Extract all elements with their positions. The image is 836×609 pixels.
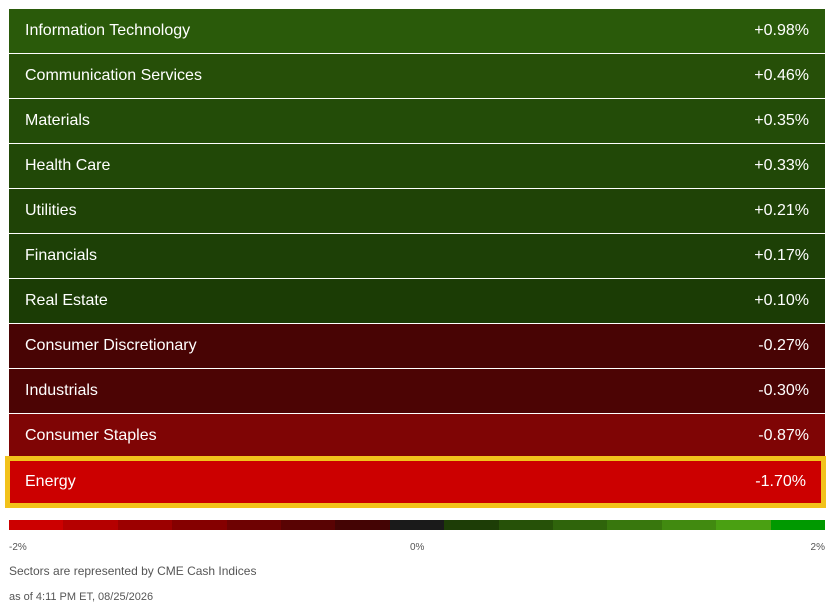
sector-name: Consumer Discretionary xyxy=(25,337,197,354)
sector-change: -0.27% xyxy=(758,337,809,354)
sector-name: Consumer Staples xyxy=(25,427,157,444)
sector-change: +0.10% xyxy=(754,292,809,309)
scale-mid-label: 0% xyxy=(410,542,425,553)
sector-row-communication-services[interactable]: Communication Services +0.46% xyxy=(9,54,825,98)
sector-row-consumer-staples[interactable]: Consumer Staples -0.87% xyxy=(9,414,825,458)
scale-min-label: -2% xyxy=(9,542,27,553)
sector-row-information-technology[interactable]: Information Technology +0.98% xyxy=(9,9,825,53)
sector-name: Industrials xyxy=(25,382,98,399)
sector-row-health-care[interactable]: Health Care +0.33% xyxy=(9,144,825,188)
scale-segment xyxy=(716,520,771,530)
source-note: Sectors are represented by CME Cash Indi… xyxy=(9,564,257,578)
sector-change: -1.70% xyxy=(755,473,806,490)
scale-segment xyxy=(63,520,118,530)
scale-segment xyxy=(281,520,336,530)
sector-change: -0.87% xyxy=(758,427,809,444)
sector-row-real-estate[interactable]: Real Estate +0.10% xyxy=(9,279,825,323)
sector-row-consumer-discretionary[interactable]: Consumer Discretionary -0.27% xyxy=(9,324,825,368)
sector-row-industrials[interactable]: Industrials -0.30% xyxy=(9,369,825,413)
scale-segment xyxy=(444,520,499,530)
scale-segment xyxy=(607,520,662,530)
sector-change: +0.46% xyxy=(754,67,809,84)
scale-segment xyxy=(172,520,227,530)
sector-change: +0.33% xyxy=(754,157,809,174)
sector-row-materials[interactable]: Materials +0.35% xyxy=(9,99,825,143)
scale-segment xyxy=(770,520,826,530)
scale-segment xyxy=(389,520,445,530)
scale-max-label: 2% xyxy=(810,542,825,553)
sector-name: Energy xyxy=(25,473,76,490)
sector-change: -0.30% xyxy=(758,382,809,399)
sector-list: Information Technology +0.98% Communicatio… xyxy=(5,9,826,508)
sector-name: Information Technology xyxy=(25,22,191,39)
sector-name: Health Care xyxy=(25,157,111,174)
sector-row-utilities[interactable]: Utilities +0.21% xyxy=(9,189,825,233)
scale-segment xyxy=(498,520,554,530)
scale-segment xyxy=(117,520,173,530)
scale-segment xyxy=(553,520,608,530)
sector-name: Real Estate xyxy=(25,292,108,309)
sector-name: Financials xyxy=(25,247,98,264)
scale-segment xyxy=(226,520,282,530)
sector-row-energy[interactable]: Energy -1.70% xyxy=(5,456,826,508)
sector-change: +0.21% xyxy=(754,202,809,219)
sector-row-financials[interactable]: Financials +0.17% xyxy=(9,234,825,278)
sector-change: +0.98% xyxy=(754,22,809,39)
sector-name: Communication Services xyxy=(25,67,202,84)
scale-segment xyxy=(661,520,717,530)
sector-change: +0.35% xyxy=(754,112,809,129)
timestamp-note: as of 4:11 PM ET, 08/25/2026 xyxy=(9,591,154,603)
color-scale-bar xyxy=(9,520,826,530)
sector-name: Utilities xyxy=(25,202,77,219)
sector-name: Materials xyxy=(25,112,90,129)
scale-segment xyxy=(9,520,64,530)
scale-segment xyxy=(335,520,390,530)
sector-change: +0.17% xyxy=(754,247,809,264)
